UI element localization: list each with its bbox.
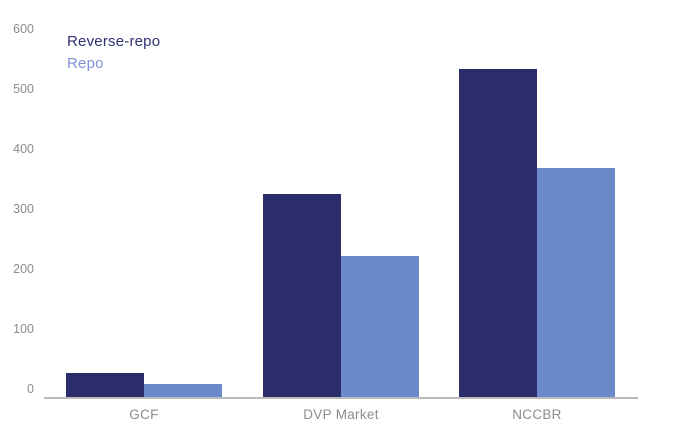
y-tick-label-200: 200 xyxy=(13,262,34,276)
x-category-label-gcf: GCF xyxy=(129,407,159,422)
y-tick-label-0: 0 xyxy=(27,382,34,396)
x-category-label-nccbr: NCCBR xyxy=(512,407,562,422)
y-tick-label-600: 600 xyxy=(13,22,34,36)
legend-label-repo: Repo xyxy=(67,55,104,72)
y-tick-label-400: 400 xyxy=(13,142,34,156)
bar-repo-gcf xyxy=(144,384,222,397)
y-tick-label-500: 500 xyxy=(13,82,34,96)
y-tick-label-100: 100 xyxy=(13,322,34,336)
legend-item-reverse-repo: Reverse-repo xyxy=(67,31,160,53)
bar-repo-dvp-market xyxy=(341,256,419,397)
y-tick-label-300: 300 xyxy=(13,202,34,216)
x-category-label-dvp-market: DVP Market xyxy=(303,407,379,422)
legend-label-reverse-repo: Reverse-repo xyxy=(67,33,161,50)
chart-legend: Reverse-repo Repo xyxy=(67,31,160,75)
bar-reverse-repo-gcf xyxy=(66,373,144,397)
x-axis-line xyxy=(44,397,638,399)
bar-repo-nccbr xyxy=(537,168,615,397)
legend-item-repo: Repo xyxy=(67,53,160,75)
bar-reverse-repo-dvp-market xyxy=(263,194,341,397)
bar-reverse-repo-nccbr xyxy=(459,69,537,397)
